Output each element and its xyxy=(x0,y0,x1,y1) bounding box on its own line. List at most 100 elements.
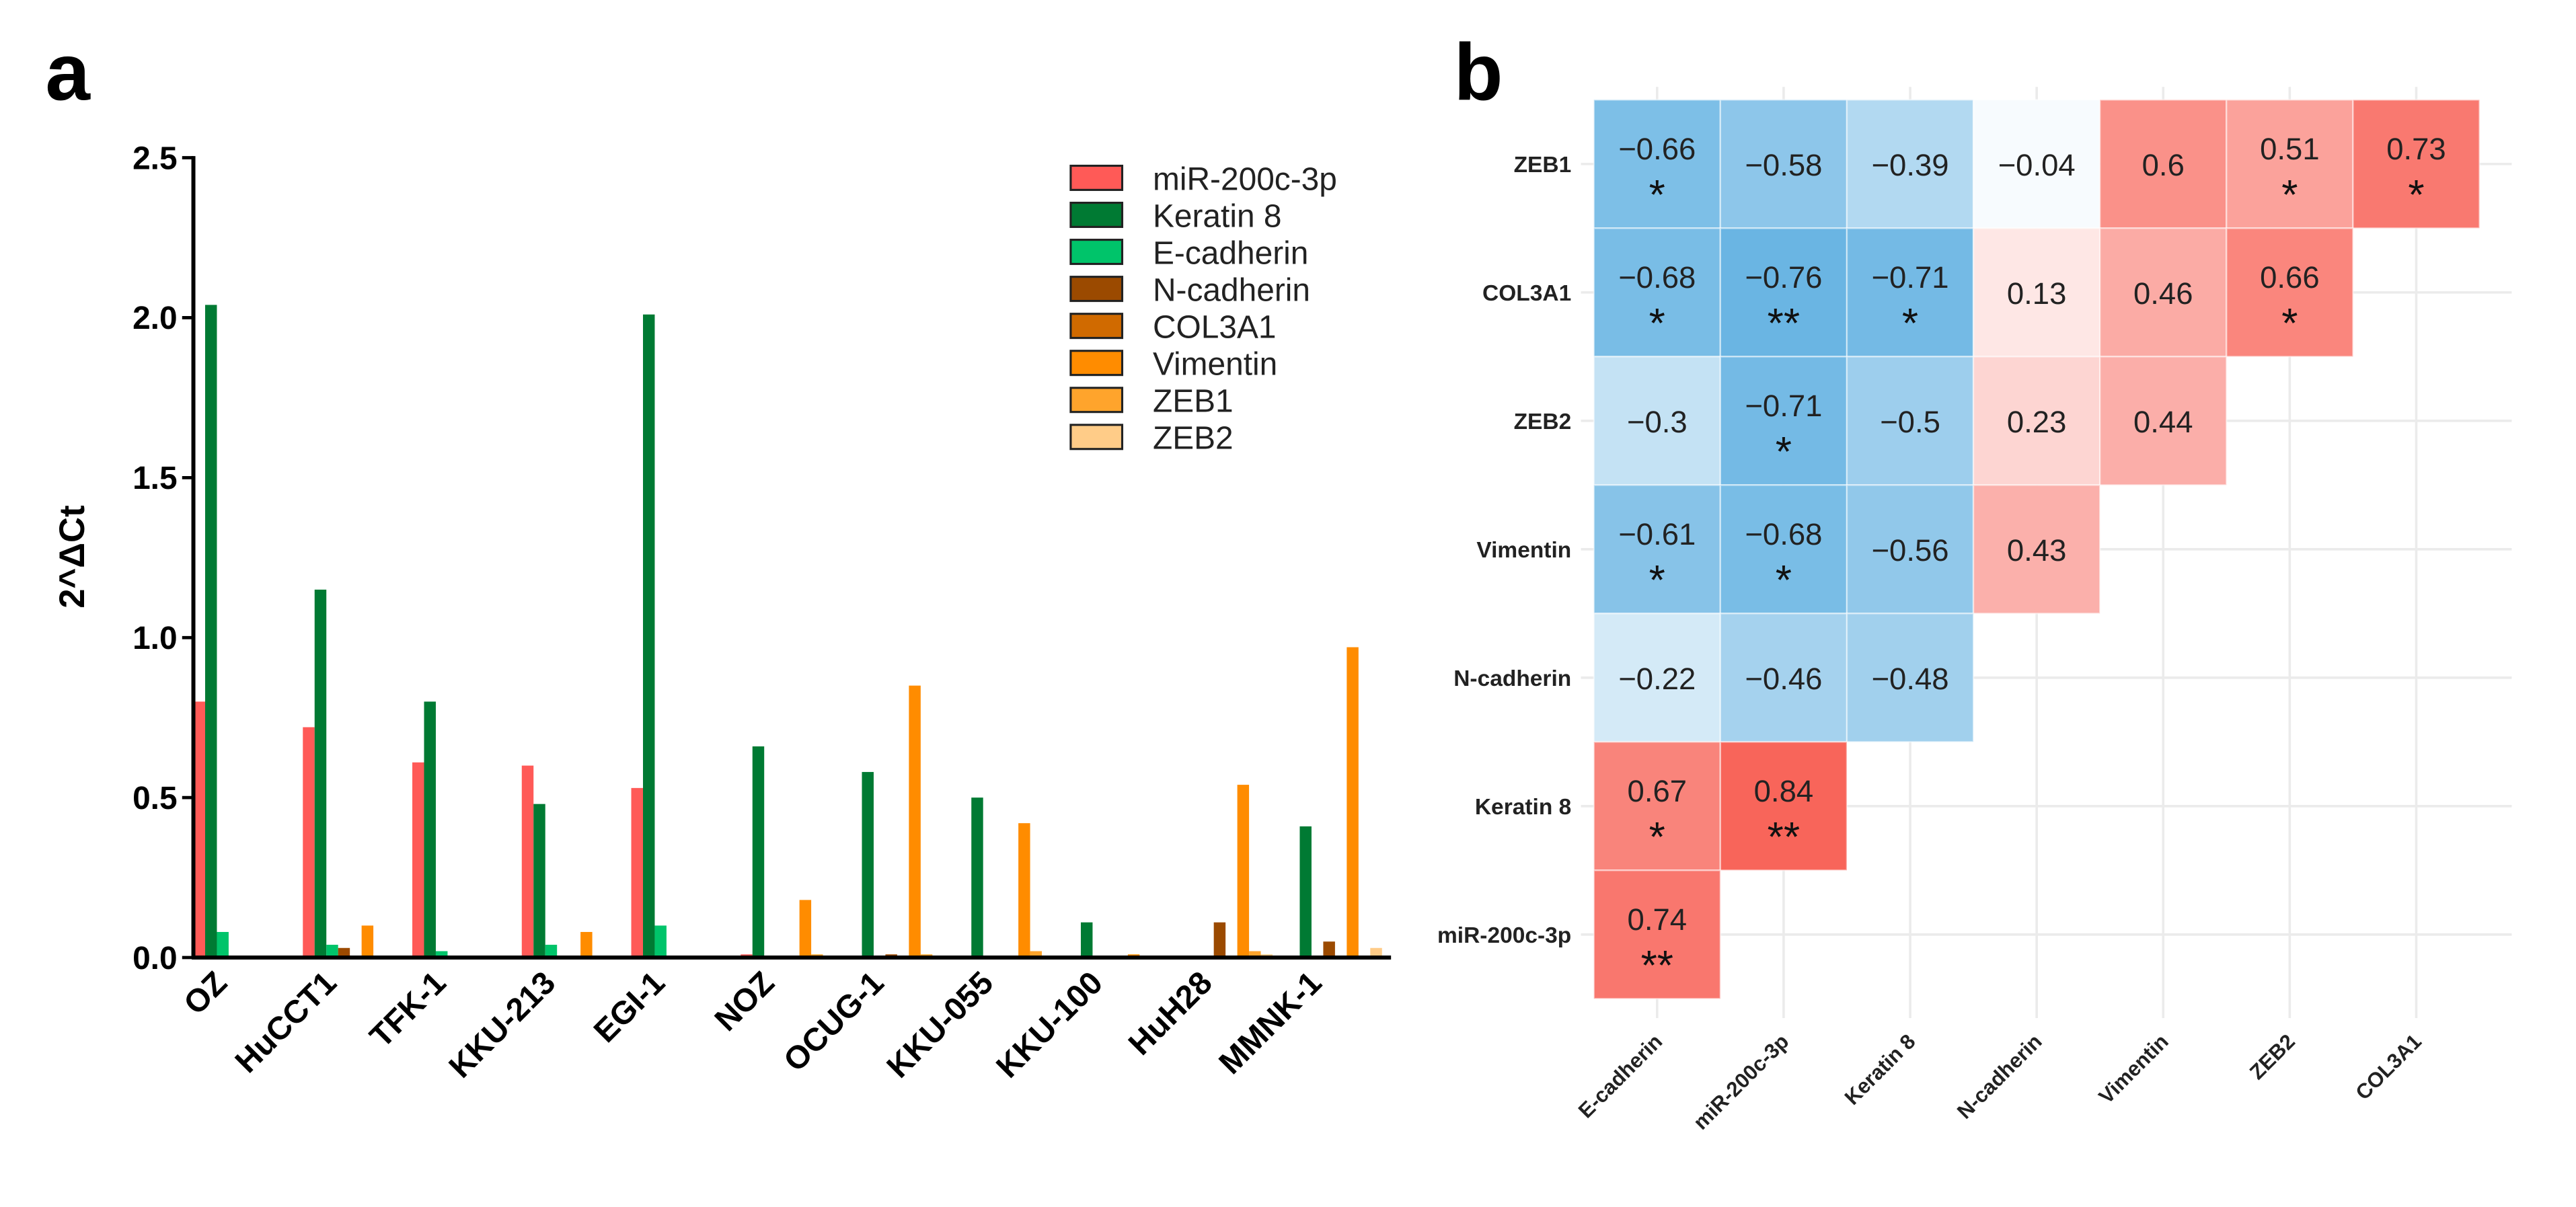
cell-value: 0.74 xyxy=(1628,902,1688,937)
y-tick-label: 0.5 xyxy=(132,781,178,816)
bar-keratin-8 xyxy=(862,772,874,958)
bar-n-cadherin xyxy=(338,947,350,958)
heatmap-cell xyxy=(1972,484,2101,615)
heatmap-cell xyxy=(1719,99,1848,229)
bar-vimentin xyxy=(799,900,812,958)
bar-vimentin xyxy=(1237,785,1250,958)
bar-keratin-8 xyxy=(971,797,983,958)
bar-vimentin xyxy=(909,685,921,958)
legend-label: ZEB2 xyxy=(1153,421,1234,457)
bar-vimentin xyxy=(1347,647,1359,958)
significance-marker: * xyxy=(1649,301,1665,347)
legend-label: N-cadherin xyxy=(1153,273,1310,309)
cell-value: −0.76 xyxy=(1745,260,1822,295)
legend-swatch xyxy=(1069,276,1124,303)
cell-value: 0.46 xyxy=(2133,276,2193,311)
x-tick-label: KKU-100 xyxy=(989,965,1110,1085)
significance-marker: * xyxy=(1776,557,1792,604)
y-axis-label: 2^ΔCt xyxy=(52,505,92,608)
cell-value: 0.13 xyxy=(2007,276,2067,311)
column-label: Vimentin xyxy=(2094,1029,2173,1108)
bar-keratin-8 xyxy=(1299,826,1312,958)
x-tick-label: HuCCT1 xyxy=(229,965,344,1080)
x-tick-label: HuH28 xyxy=(1122,965,1219,1062)
cell-value: 0.51 xyxy=(2260,132,2320,166)
cell-value: 0.66 xyxy=(2260,260,2320,295)
heatmap-cell xyxy=(1972,356,2101,486)
cell-value: −0.39 xyxy=(1871,148,1948,182)
legend-swatch xyxy=(1069,350,1124,377)
legend-swatch xyxy=(1069,239,1124,266)
bar-e-cadherin xyxy=(217,931,229,958)
bar-vimentin xyxy=(580,931,593,958)
cell-value: −0.71 xyxy=(1871,260,1948,295)
x-tick-label: EGI-1 xyxy=(587,965,672,1050)
significance-marker: * xyxy=(2281,301,2298,347)
cell-value: 0.43 xyxy=(2007,533,2067,568)
cell-value: −0.68 xyxy=(1745,517,1822,551)
legend-swatch xyxy=(1069,387,1124,414)
cell-value: 0.73 xyxy=(2386,132,2446,166)
significance-marker: * xyxy=(2281,172,2298,219)
cell-value: 0.6 xyxy=(2142,148,2185,182)
significance-marker: * xyxy=(1649,557,1665,604)
correlation-heatmap: −0.66 * −0.58 −0.39 −0.04 0.6 0.51 * 0.73 * −0.68 *… xyxy=(1437,87,2512,1134)
cell-value: 0.23 xyxy=(2007,405,2067,439)
cell-value: −0.04 xyxy=(1998,148,2076,182)
cell-value: −0.71 xyxy=(1745,389,1822,423)
cell-value: −0.5 xyxy=(1880,405,1940,439)
cell-value: −0.66 xyxy=(1618,132,1696,166)
bar-zeb2 xyxy=(1370,947,1382,958)
heatmap-cell xyxy=(2226,99,2354,229)
bar-e-cadherin xyxy=(545,945,558,958)
significance-marker: * xyxy=(1902,301,1918,347)
cell-value: −0.61 xyxy=(1618,517,1696,551)
bar-e-cadherin xyxy=(654,925,667,958)
column-label: Keratin 8 xyxy=(1840,1029,1920,1109)
bar-keratin-8 xyxy=(752,746,765,958)
legend-swatch xyxy=(1069,164,1124,191)
row-label: ZEB1 xyxy=(1514,153,1572,178)
heatmap-cell xyxy=(1846,356,1975,486)
heatmap-cell xyxy=(1846,613,1975,743)
cell-value: 0.67 xyxy=(1628,774,1688,808)
cell-value: −0.22 xyxy=(1618,662,1696,696)
bar-n-cadherin xyxy=(1323,941,1335,958)
cell-value: −0.46 xyxy=(1745,662,1822,696)
cell-value: −0.3 xyxy=(1627,405,1688,439)
bar-mir-200c-3p xyxy=(412,762,424,958)
bar-keratin-8 xyxy=(642,314,655,958)
column-label: COL3A1 xyxy=(2351,1029,2426,1105)
heatmap-cell xyxy=(1593,484,1722,615)
cell-value: −0.56 xyxy=(1871,533,1948,568)
row-label: N-cadherin xyxy=(1453,666,1571,691)
heatmap-cell xyxy=(1593,356,1722,486)
bar-keratin-8 xyxy=(205,305,217,958)
bar-e-cadherin xyxy=(326,945,338,958)
cell-value: −0.48 xyxy=(1871,662,1948,696)
x-tick-label: KKU-055 xyxy=(880,965,1001,1085)
heatmap-cell xyxy=(1593,613,1722,743)
heatmap-cell xyxy=(1846,99,1975,229)
y-tick-label: 1.5 xyxy=(132,461,178,496)
x-tick-label: KKU-213 xyxy=(443,965,563,1085)
x-tick-label: TFK-1 xyxy=(363,965,453,1054)
column-label: miR-200c-3p xyxy=(1689,1029,1794,1134)
bar-n-cadherin xyxy=(1213,922,1226,958)
x-tick-label: OZ xyxy=(177,965,233,1021)
heatmap-cell xyxy=(2099,356,2228,486)
x-tick-label: MMNK-1 xyxy=(1213,965,1329,1081)
bar-mir-200c-3p xyxy=(193,701,206,958)
significance-marker: ** xyxy=(1641,943,1673,989)
column-label: E-cadherin xyxy=(1574,1029,1667,1122)
heatmap-cell xyxy=(1846,227,1975,358)
column-label: N-cadherin xyxy=(1953,1029,2047,1124)
row-label: Keratin 8 xyxy=(1475,795,1571,820)
row-label: Vimentin xyxy=(1476,538,1571,563)
heatmap-cell xyxy=(1593,869,1722,1000)
legend-label: COL3A1 xyxy=(1153,310,1277,346)
significance-marker: * xyxy=(1649,172,1665,219)
heatmap-cell xyxy=(1719,613,1848,743)
heatmap-cell xyxy=(1593,99,1722,229)
